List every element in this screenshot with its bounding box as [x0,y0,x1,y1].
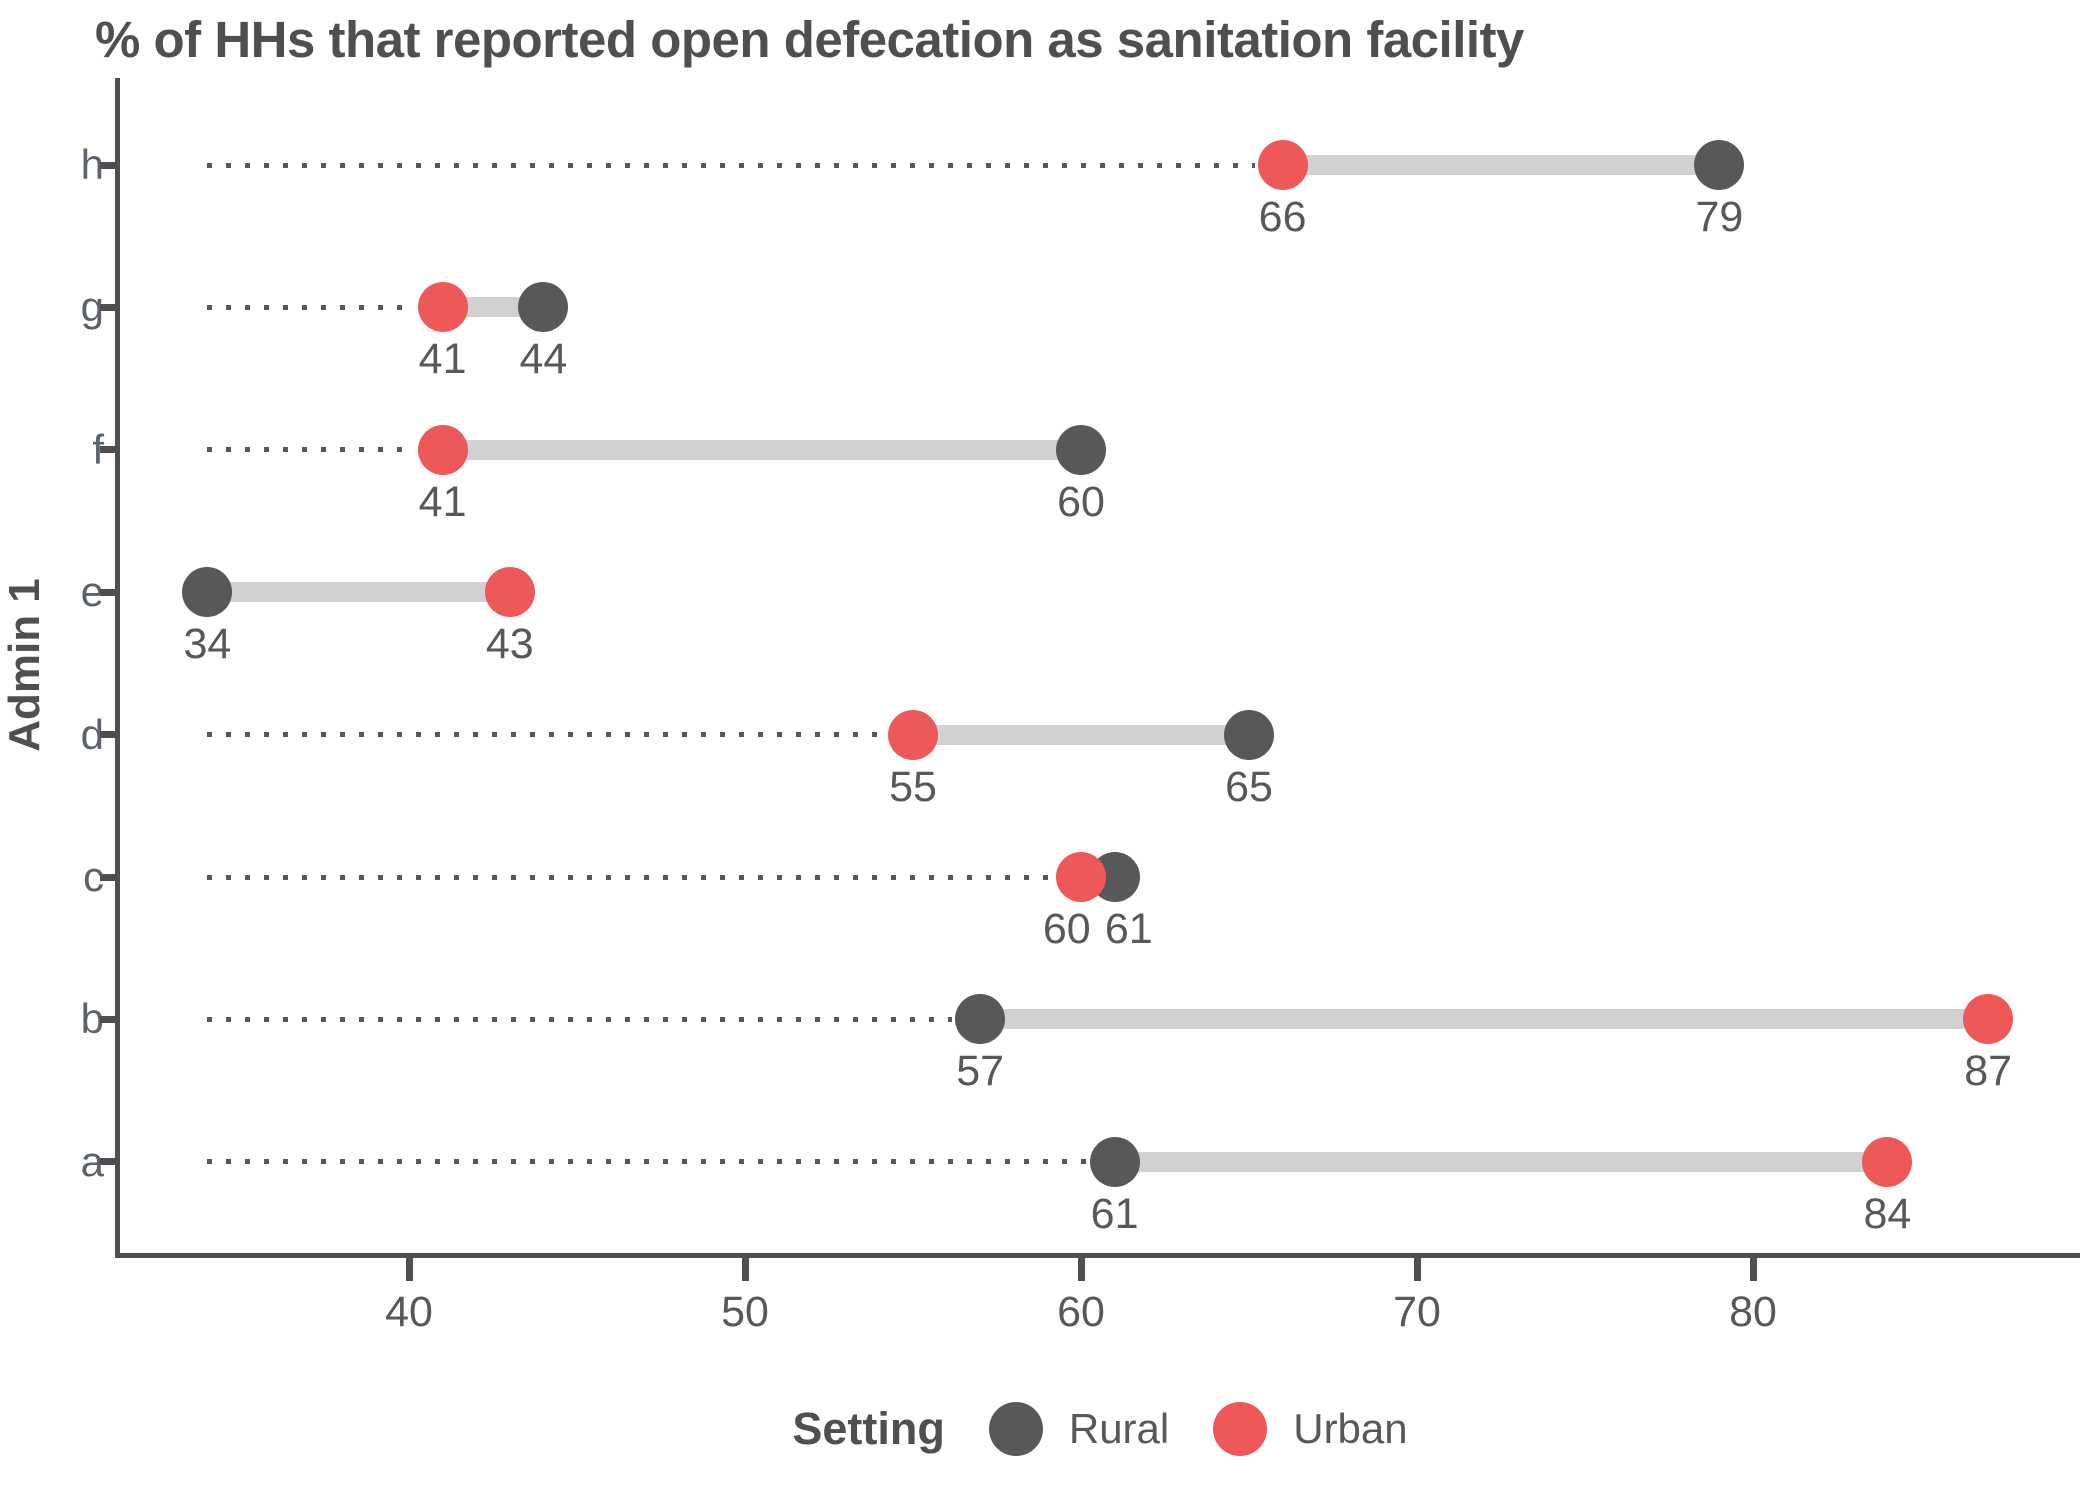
x-axis-tick [1749,1256,1757,1281]
leader-line [207,732,885,738]
x-axis-tick-label: 50 [721,1288,769,1336]
connector-bar [1282,155,1720,175]
y-axis-title: Admin 1 [0,578,49,752]
urban-dot [417,282,468,333]
category-label: a [80,1137,104,1185]
rural-dot [1694,140,1745,190]
x-axis-tick [405,1256,413,1281]
y-axis-tick [100,588,118,596]
value-label: 61 [1104,905,1153,953]
value-label: 55 [889,762,937,811]
rural-dot [182,567,233,618]
connector-bar [442,439,1081,460]
y-axis-tick [100,873,118,881]
leader-line [207,162,1255,168]
category-label: b [80,995,104,1043]
legend-item-rural: Rural [988,1402,1170,1456]
urban-dot [484,567,535,618]
category-label: c [83,853,104,900]
x-axis-tick-label: 40 [385,1288,433,1336]
leader-line [207,1016,953,1022]
y-axis-tick [100,731,118,739]
x-axis-tick [1077,1256,1085,1281]
value-label: 61 [1090,1189,1139,1238]
rural-dot [518,282,569,333]
legend-item-urban: Urban [1213,1402,1408,1456]
urban-dot [1257,140,1308,190]
value-label: 84 [1863,1189,1912,1238]
urban-dot-icon [1213,1402,1268,1456]
x-axis-tick [741,1256,749,1281]
connector-bar [442,297,544,318]
y-axis-tick [100,1015,118,1023]
urban-dot [1963,994,2014,1045]
connector-bar [207,582,510,603]
value-label: 65 [1225,762,1273,811]
category-label: d [80,710,104,758]
connector-bar [980,1009,1989,1030]
leader-line [207,1159,1087,1165]
value-label: 79 [1695,193,1744,241]
leader-line [207,874,1053,880]
x-axis-tick-label: 70 [1393,1288,1441,1336]
category-label: e [80,568,104,616]
rural-dot [955,994,1006,1045]
leader-line [207,304,415,310]
category-label: g [80,283,104,331]
y-axis-tick [100,446,118,454]
x-axis-tick-label: 60 [1057,1288,1105,1336]
x-axis-line [115,1253,2080,1258]
value-label: 87 [1964,1047,2013,1096]
rural-dot [1089,1136,1140,1187]
y-axis-tick [100,161,118,169]
value-label: 41 [418,335,467,384]
value-label: 43 [485,620,534,669]
legend: Setting Rural Urban [120,1396,2080,1462]
y-axis-line [115,78,120,1258]
legend-title: Setting [792,1403,945,1454]
value-label: 57 [956,1047,1005,1096]
y-axis-tick [100,1158,118,1166]
urban-dot [888,709,938,760]
urban-dot [417,424,468,475]
x-axis-tick [1413,1256,1421,1281]
rural-dot [1224,709,1274,760]
category-label: h [80,141,104,188]
value-label: 66 [1258,193,1307,241]
rural-dot [1056,424,1106,475]
chart-title: % of HHs that reported open defecation a… [95,11,1524,68]
legend-label-rural: Rural [1068,1405,1170,1452]
urban-dot [1056,852,1106,902]
leader-line [207,447,415,453]
connector-bar [913,724,1249,745]
category-label: f [92,425,104,473]
y-axis-tick [100,303,118,311]
value-label: 60 [1042,905,1091,953]
value-label: 34 [183,620,232,669]
x-axis-tick-label: 80 [1729,1288,1777,1336]
value-label: 60 [1057,477,1105,526]
rural-dot-icon [988,1402,1043,1456]
connector-bar [1114,1151,1888,1172]
legend-label-urban: Urban [1293,1405,1408,1452]
urban-dot [1862,1136,1913,1187]
value-label: 44 [519,335,568,384]
value-label: 41 [418,477,467,526]
